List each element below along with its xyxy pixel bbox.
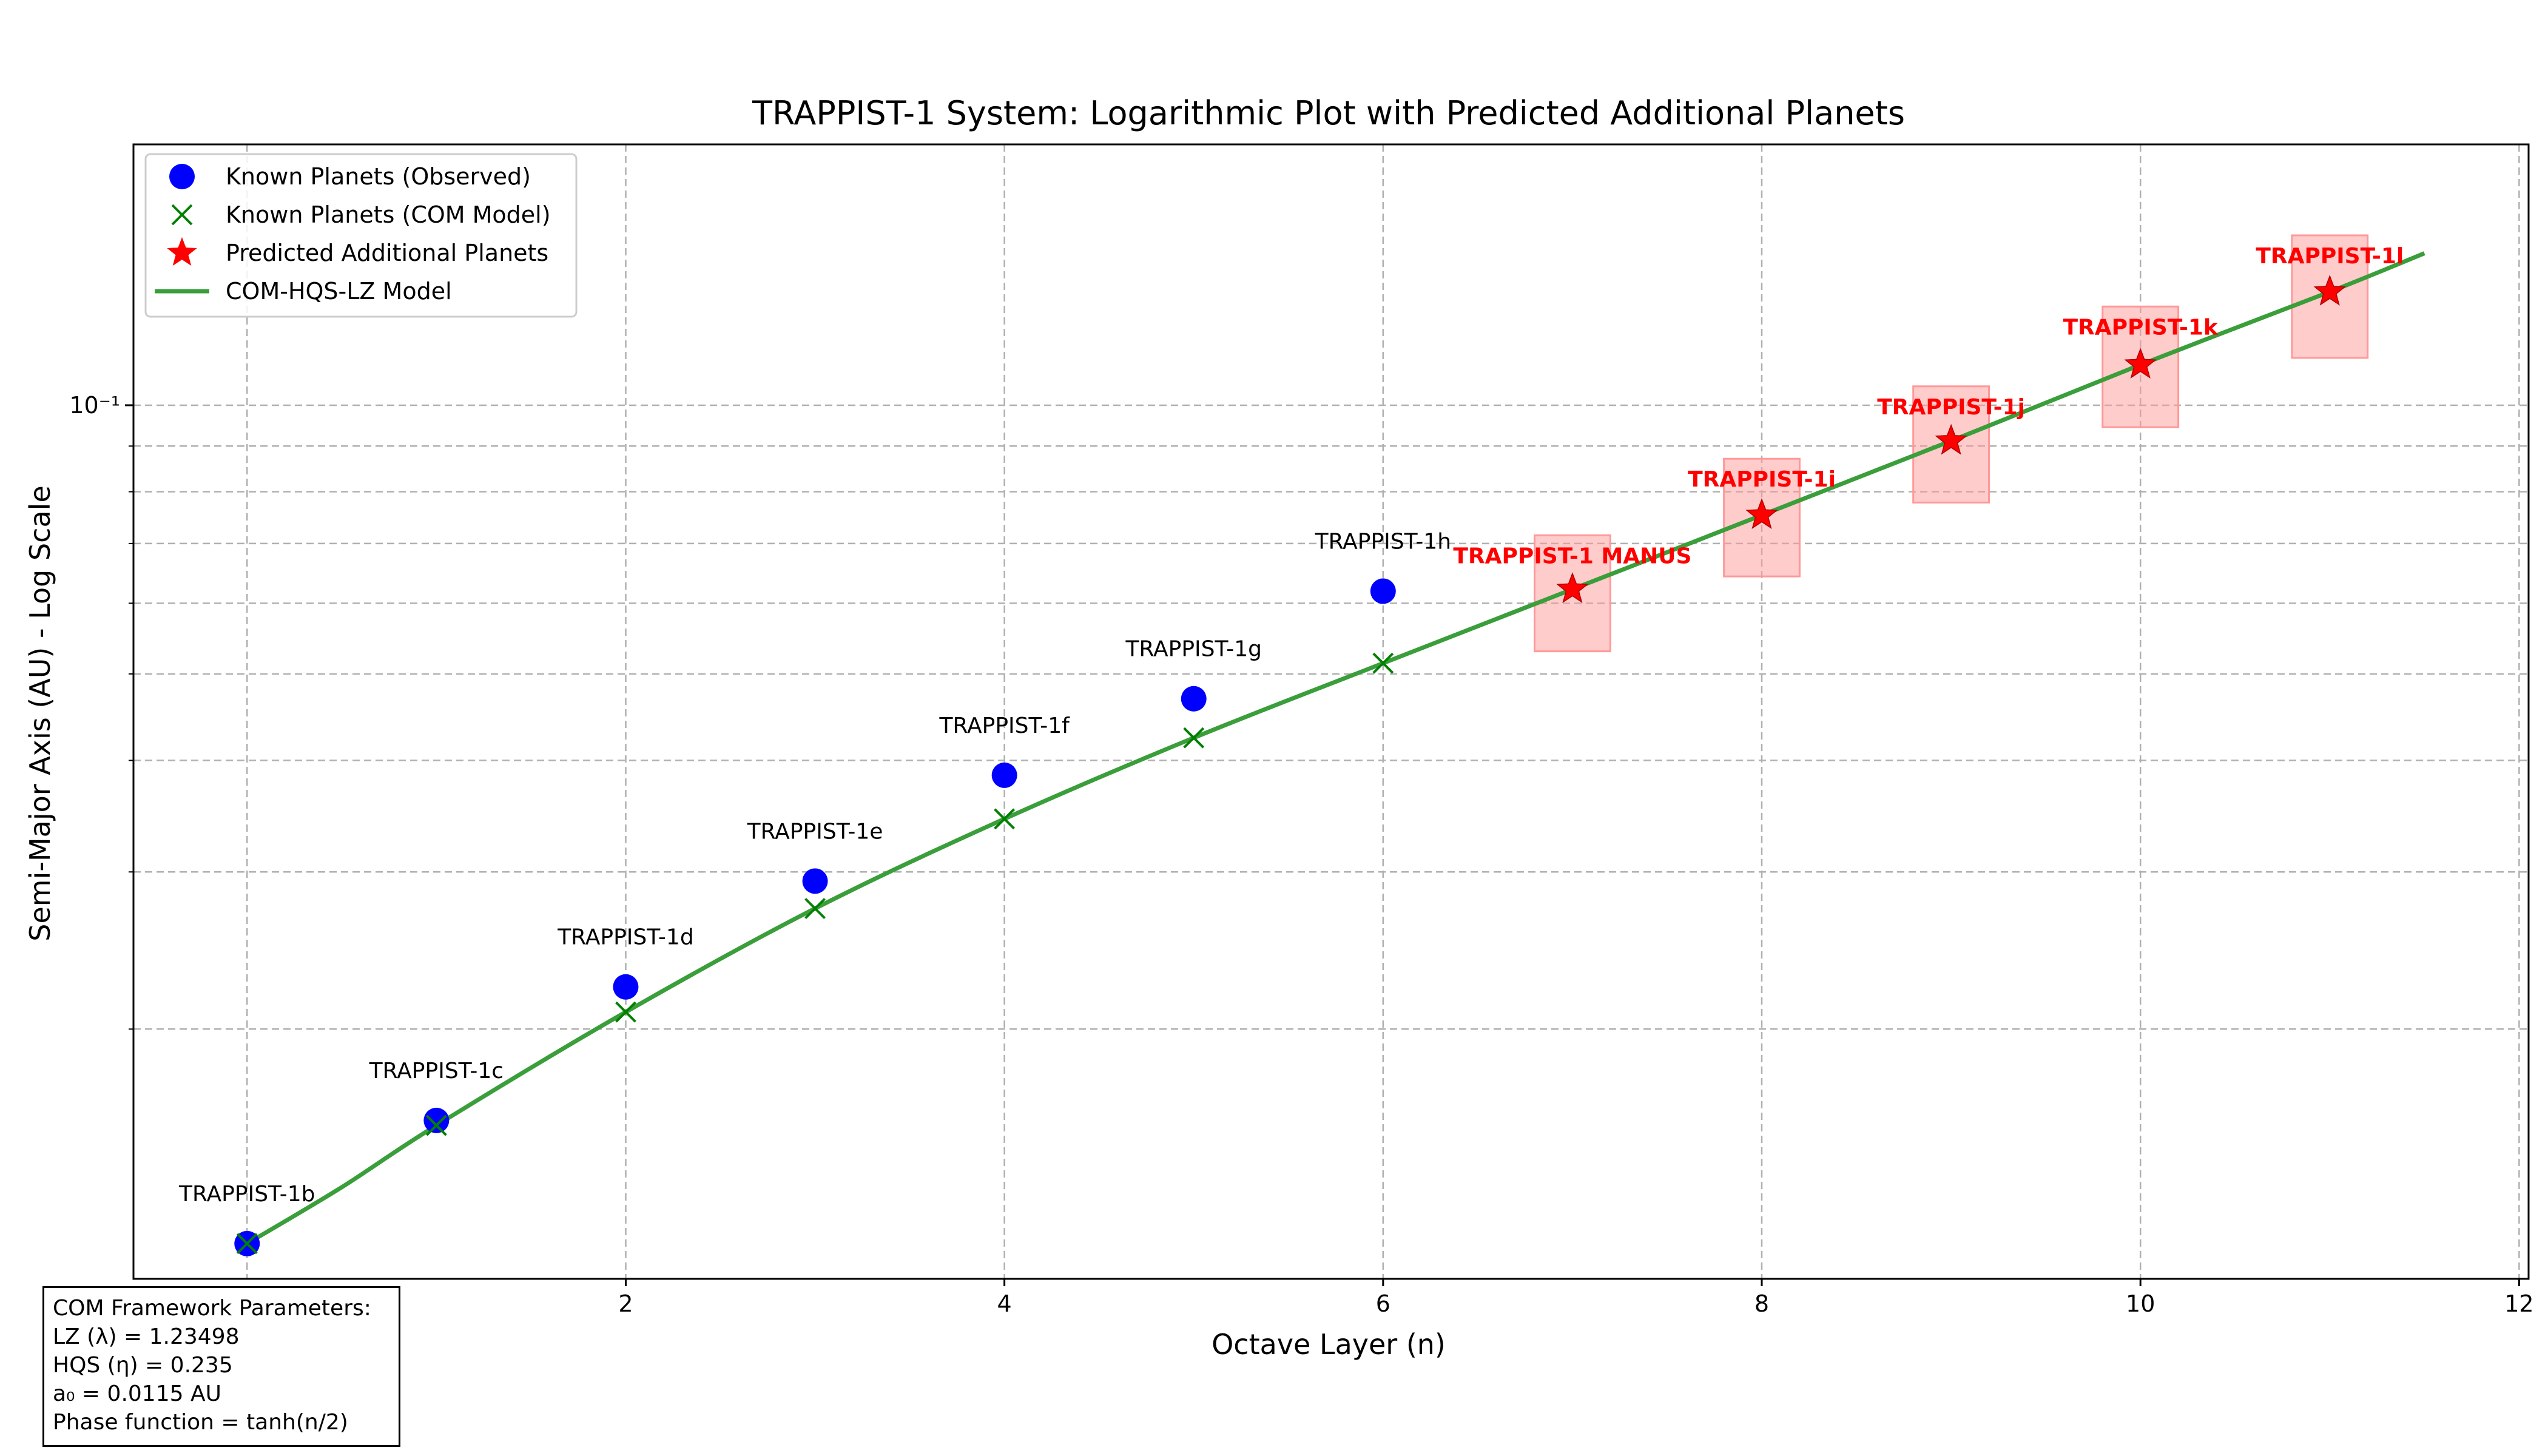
- predicted-planet-point: [1556, 572, 1589, 604]
- observed-planet-point: [991, 762, 1017, 788]
- legend-label: Known Planets (Observed): [226, 163, 531, 190]
- observed-planet-point: [613, 974, 639, 1000]
- predicted-planet-label: TRAPPIST-1l: [2256, 244, 2404, 269]
- planet-label: TRAPPIST-1g: [1125, 637, 1262, 662]
- markers: [234, 274, 2347, 1256]
- x-tick-label: 4: [997, 1290, 1012, 1317]
- observed-planet-point: [802, 868, 828, 894]
- planet-label: TRAPPIST-1h: [1315, 529, 1451, 554]
- observed-planet-point: [1370, 578, 1396, 604]
- legend-frame: [144, 153, 578, 318]
- uncertainty-box: [2291, 234, 2369, 359]
- parameters-heading: COM Framework Parameters:: [53, 1296, 371, 1321]
- com-model-point: [804, 898, 826, 919]
- planet-label: TRAPPIST-1d: [557, 925, 694, 950]
- observed-planet-point: [1181, 686, 1207, 712]
- legend-label: Predicted Additional Planets: [226, 240, 548, 266]
- parameter-hqs: HQS (η) = 0.235: [53, 1353, 233, 1378]
- model-line-layer: [246, 251, 2425, 1245]
- chart-title: TRAPPIST-1 System: Logarithmic Plot with…: [752, 94, 1905, 132]
- plot-frame: [132, 143, 2530, 1280]
- x-tick-label: 6: [1376, 1290, 1390, 1317]
- x-tick-label: 12: [2504, 1290, 2533, 1317]
- predicted-planet-point: [2124, 348, 2157, 379]
- x-tick-label: 8: [1754, 1290, 1769, 1317]
- predicted-planet-point: [2313, 274, 2347, 306]
- planet-label: TRAPPIST-1c: [369, 1059, 504, 1084]
- legend: Known Planets (Observed) Known Planets (C…: [144, 153, 578, 318]
- parameters-box: COM Framework Parameters: LZ (λ) = 1.234…: [42, 1286, 400, 1447]
- x-tick-label: 2: [618, 1290, 633, 1317]
- planet-label: TRAPPIST-1e: [747, 819, 883, 844]
- predicted-planet-label: TRAPPIST-1k: [2063, 315, 2218, 340]
- point-labels: TRAPPIST-1b TRAPPIST-1c TRAPPIST-1d TRAPPIS…: [178, 244, 2404, 1207]
- axis-ticks: 2 4 6 8 10 12 10⁻¹: [69, 392, 2533, 1317]
- com-model-point: [425, 1114, 447, 1136]
- x-axis-label: Octave Layer (n): [1212, 1328, 1446, 1361]
- com-model-point: [994, 808, 1016, 830]
- parameter-phase-function: Phase function = tanh(n/2): [53, 1410, 348, 1435]
- legend-label: Known Planets (COM Model): [226, 201, 551, 228]
- y-axis-label: Semi-Major Axis (AU) - Log Scale: [24, 485, 56, 942]
- model-line: [246, 251, 2425, 1245]
- com-model-point: [1183, 727, 1205, 749]
- legend-com-icon: [171, 204, 193, 226]
- x-tick-label: 10: [2126, 1290, 2155, 1317]
- parameter-a0: a₀ = 0.0115 AU: [53, 1381, 221, 1406]
- legend-predicted-icon: [167, 237, 197, 266]
- predicted-planet-label: TRAPPIST-1 MANUS: [1453, 544, 1691, 568]
- y-tick-label: 10⁻¹: [69, 392, 120, 419]
- legend-label: COM-HQS-LZ Model: [226, 278, 452, 305]
- observed-planet-point: [423, 1107, 450, 1133]
- predicted-planet-label: TRAPPIST-1j: [1877, 395, 2025, 420]
- uncertainty-boxes: [1534, 234, 2369, 653]
- com-model-point: [236, 1233, 258, 1255]
- predicted-planet-point: [1935, 423, 1967, 455]
- parameter-lz: LZ (λ) = 1.23498: [53, 1324, 240, 1349]
- com-model-point: [615, 1001, 636, 1023]
- planet-label: TRAPPIST-1f: [939, 713, 1070, 738]
- predicted-planet-label: TRAPPIST-1i: [1688, 467, 1836, 492]
- com-model-point: [1372, 652, 1394, 674]
- legend-observed-icon: [169, 164, 195, 189]
- planet-label: TRAPPIST-1b: [178, 1182, 315, 1207]
- predicted-planet-point: [1745, 498, 1778, 530]
